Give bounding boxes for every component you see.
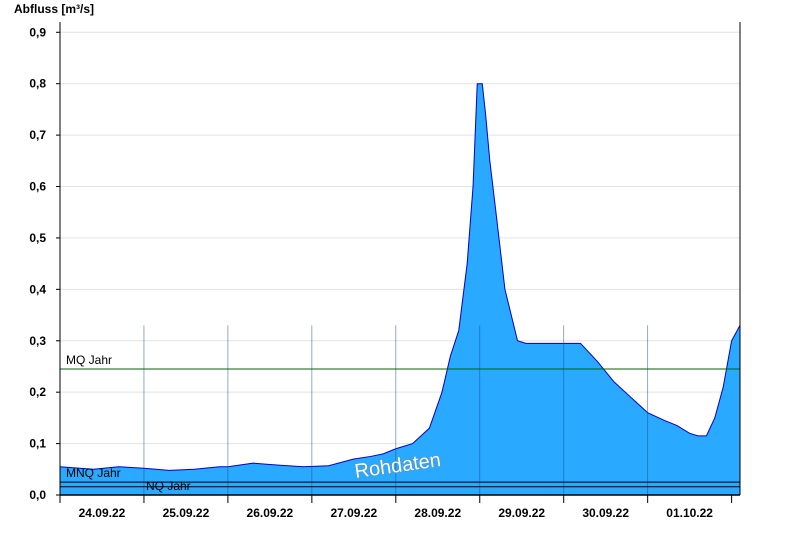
y-tick-label: 0,3 — [29, 334, 46, 348]
y-tick-label: 0,7 — [29, 128, 46, 142]
y-tick-label: 0,0 — [29, 488, 46, 502]
y-tick-label: 0,4 — [29, 282, 46, 296]
x-ticks: 24.09.22 25.09.22 26.09.22 27.09.22 28.09.22… — [59, 495, 733, 520]
axes — [59, 22, 741, 496]
reference-line-label: MQ Jahr — [66, 353, 112, 367]
y-tick-label: 0,5 — [29, 231, 46, 245]
discharge-area — [60, 83, 740, 496]
y-tick-label: 0,8 — [29, 77, 46, 91]
x-tick-label: 30.09.22 — [582, 506, 629, 520]
area-layer — [59, 83, 741, 496]
discharge-line — [59, 83, 741, 471]
y-tick-label: 0,1 — [29, 437, 46, 451]
x-tick-label: 24.09.22 — [79, 506, 126, 520]
y-tick-label: 0,9 — [29, 25, 46, 39]
x-tick-label: 29.09.22 — [498, 506, 545, 520]
x-tick-label: 26.09.22 — [247, 506, 294, 520]
x-tick-label: 27.09.22 — [330, 506, 377, 520]
reference-line-label: MNQ Jahr — [66, 466, 121, 480]
x-tick-label: 01.10.22 — [666, 506, 713, 520]
day-separators — [143, 325, 649, 495]
x-tick-label: 25.09.22 — [163, 506, 210, 520]
y-tick-label: 0,6 — [29, 180, 46, 194]
y-axis-title: Abfluss [m³/s] — [14, 2, 94, 16]
reference-lines: MQ Jahr MNQ Jahr NQ Jahr — [60, 353, 740, 493]
x-tick-label: 28.09.22 — [414, 506, 461, 520]
gridlines — [60, 31, 740, 445]
y-ticks: 0,0 0,1 0,2 0,3 0,4 0,5 0,6 0,7 0,8 0,9 — [29, 25, 60, 502]
y-tick-label: 0,2 — [29, 385, 46, 399]
reference-line-label: NQ Jahr — [146, 479, 191, 493]
